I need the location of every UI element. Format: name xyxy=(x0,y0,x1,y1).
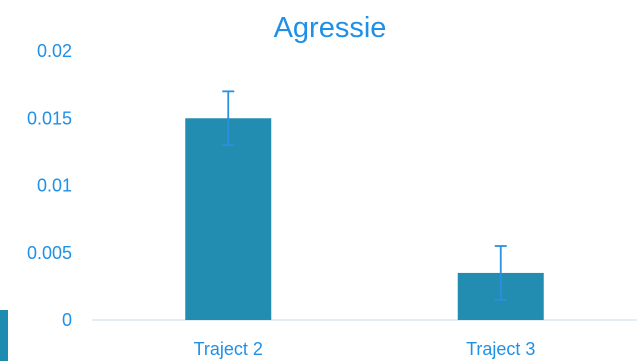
x-category-label: Traject 3 xyxy=(466,339,535,359)
y-tick-label: 0.02 xyxy=(37,41,72,61)
x-category-label: Traject 2 xyxy=(194,339,263,359)
edge-accent-mark xyxy=(0,310,8,361)
x-axis: Traject 2 Traject 3 xyxy=(194,339,536,359)
bar xyxy=(185,118,272,320)
error-bar xyxy=(494,245,507,301)
y-axis: 0 0.005 0.01 0.015 0.02 xyxy=(27,41,72,330)
error-bar xyxy=(222,90,235,147)
bars-group xyxy=(185,90,544,320)
y-tick-label: 0.005 xyxy=(27,243,72,263)
y-tick-label: 0.015 xyxy=(27,108,72,128)
y-tick-label: 0 xyxy=(62,310,72,330)
chart-title: Agressie xyxy=(274,12,387,44)
y-tick-label: 0.01 xyxy=(37,176,72,196)
